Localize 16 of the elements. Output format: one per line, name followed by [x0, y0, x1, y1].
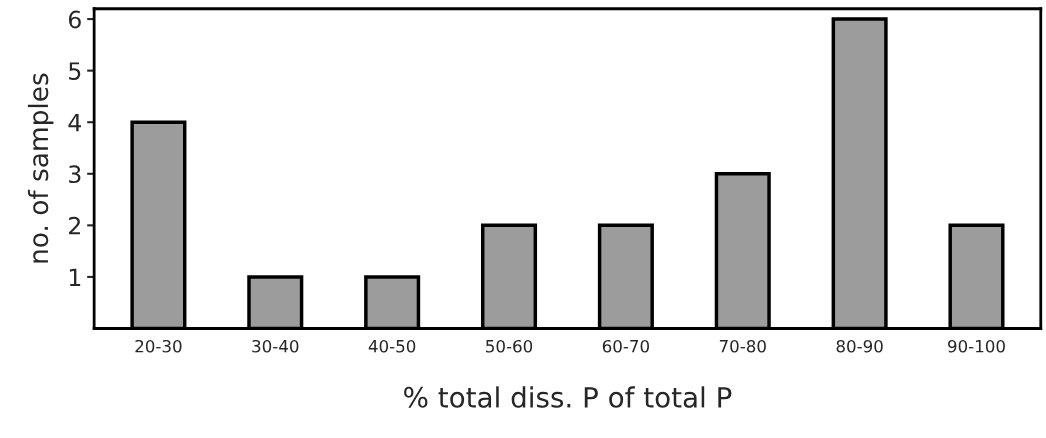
y-tick-label: 6 — [68, 10, 81, 29]
y-tick-label: 2 — [69, 216, 80, 235]
x-axis-title: % total diss. P of total P — [404, 386, 732, 408]
y-axis-title: no. of samples — [27, 73, 54, 263]
x-tick-label: 50-60 — [486, 339, 533, 353]
x-tick-label: 20-30 — [135, 339, 182, 353]
y-tick-label: 3 — [69, 165, 81, 184]
x-tick-label: 60-70 — [602, 339, 649, 353]
x-tick-label: 40-50 — [368, 339, 416, 353]
y-tick-label: 4 — [68, 113, 82, 132]
y-tick-label: 1 — [69, 268, 81, 286]
x-tick-label: 30-40 — [252, 339, 299, 353]
x-tick-label: 90-100 — [948, 339, 1005, 353]
y-tick-label: 5 — [69, 62, 81, 80]
x-tick-label: 80-90 — [836, 339, 883, 353]
x-tick-label: 70-80 — [719, 339, 766, 353]
